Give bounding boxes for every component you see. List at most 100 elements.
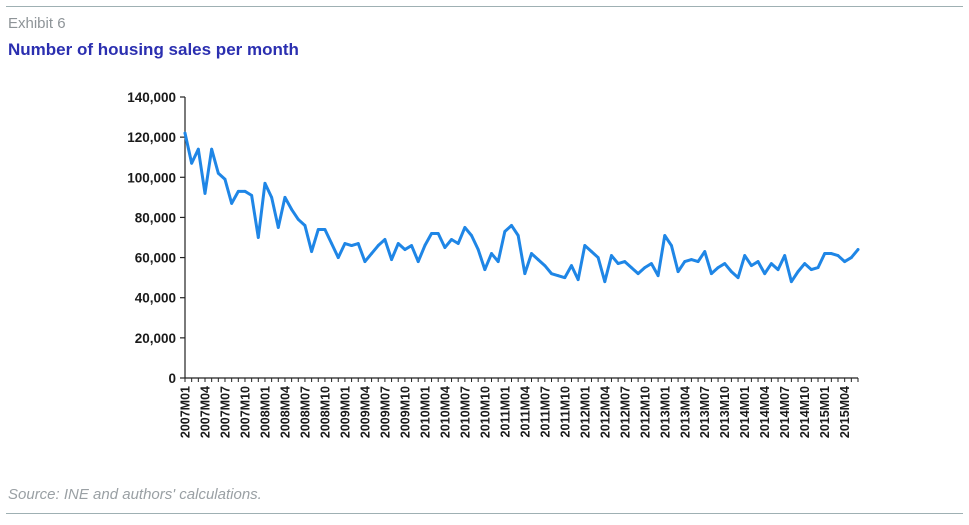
data-point (763, 272, 767, 276)
x-tick-label: 2009M07 (378, 386, 392, 438)
x-tick-label: 2015M04 (838, 386, 852, 438)
y-tick-label: 120,000 (127, 130, 176, 145)
data-point (596, 256, 600, 259)
top-rule (6, 6, 963, 7)
data-point (470, 234, 473, 237)
data-point (683, 260, 687, 263)
x-tick-label: 2011M04 (518, 386, 532, 437)
data-point (223, 177, 227, 181)
data-point (756, 260, 760, 263)
data-point (783, 254, 787, 257)
x-tick-label: 2010M07 (458, 386, 472, 438)
data-point (610, 254, 613, 257)
data-point (829, 252, 833, 255)
data-point (230, 201, 234, 205)
data-point (276, 226, 280, 229)
data-point (296, 218, 300, 221)
data-point (396, 242, 400, 245)
data-point (436, 232, 440, 235)
data-point (816, 266, 820, 270)
data-point (643, 266, 647, 270)
data-point (503, 230, 507, 233)
data-point (390, 258, 393, 261)
x-tick-label: 2013M01 (658, 386, 672, 438)
x-tick-label: 2013M04 (678, 386, 692, 438)
x-tick-label: 2010M01 (418, 386, 432, 438)
y-axis: 0 20,000 40,000 60,000 80,000 100,000 120,000 1… (127, 90, 186, 386)
y-tick-label: 0 (168, 371, 176, 386)
data-point (410, 244, 413, 247)
data-point (416, 260, 420, 263)
data-point (283, 195, 287, 199)
data-point (270, 195, 274, 199)
data-point (836, 254, 840, 257)
data-point (510, 224, 513, 227)
data-point (343, 242, 347, 245)
data-point (676, 270, 680, 274)
data-point (690, 258, 693, 261)
x-tick-label: 2007M01 (179, 386, 193, 438)
data-point (456, 242, 460, 245)
data-point (350, 244, 353, 247)
x-tick-label: 2012M07 (618, 386, 632, 438)
exhibit-label: Exhibit 6 (8, 15, 66, 32)
data-point (670, 244, 673, 247)
data-point (250, 193, 254, 197)
data-point (290, 208, 294, 211)
data-point (450, 238, 453, 241)
data-point (256, 236, 260, 239)
x-tick-label: 2007M07 (218, 386, 232, 438)
x-tick-label: 2007M04 (198, 386, 212, 438)
x-tick-label: 2014M01 (738, 386, 752, 438)
data-point (776, 268, 780, 272)
data-point (823, 252, 827, 255)
x-tick-label: 2013M07 (698, 386, 712, 438)
x-tick-label: 2014M07 (778, 386, 792, 438)
data-point (743, 254, 747, 257)
data-point (303, 224, 307, 227)
data-point (543, 264, 547, 267)
data-point (710, 272, 713, 276)
data-point (630, 266, 633, 270)
data-point (696, 260, 700, 263)
x-tick-label: 2012M01 (578, 386, 592, 438)
x-tick-label: 2011M01 (498, 386, 512, 437)
data-point (363, 260, 367, 263)
data-point (183, 131, 187, 135)
data-point (616, 262, 620, 265)
data-point (623, 260, 627, 263)
data-point (590, 250, 593, 253)
data-point (516, 234, 520, 237)
data-point (550, 272, 553, 276)
x-tick-label: 2009M04 (358, 386, 372, 438)
data-point (430, 232, 433, 235)
x-tick-label: 2008M01 (258, 386, 272, 438)
data-point (236, 189, 240, 193)
data-point (243, 189, 247, 193)
data-point (476, 248, 480, 251)
data-point (796, 270, 800, 274)
data-point (703, 250, 707, 253)
data-point (716, 266, 720, 270)
data-point (769, 262, 773, 265)
data-point (423, 244, 427, 247)
bottom-rule (6, 513, 963, 514)
data-point (856, 248, 860, 251)
x-tick-label: 2014M04 (758, 386, 772, 438)
data-point (650, 262, 653, 265)
data-point (310, 250, 314, 253)
x-tick-label: 2014M10 (798, 386, 812, 438)
data-point (263, 181, 267, 185)
data-point (190, 161, 194, 165)
x-tick-label: 2009M10 (398, 386, 412, 438)
x-axis: 2007M01 2007M04 2007M07 2007M10 2008M01 2008M… (179, 377, 859, 438)
x-tick-label: 2007M10 (238, 386, 252, 438)
y-tick-label: 80,000 (135, 210, 176, 225)
data-point (603, 280, 607, 284)
data-point (330, 242, 333, 245)
x-tick-label: 2011M07 (538, 386, 552, 437)
data-point (490, 252, 493, 255)
data-point (483, 268, 487, 272)
data-point (663, 234, 667, 237)
